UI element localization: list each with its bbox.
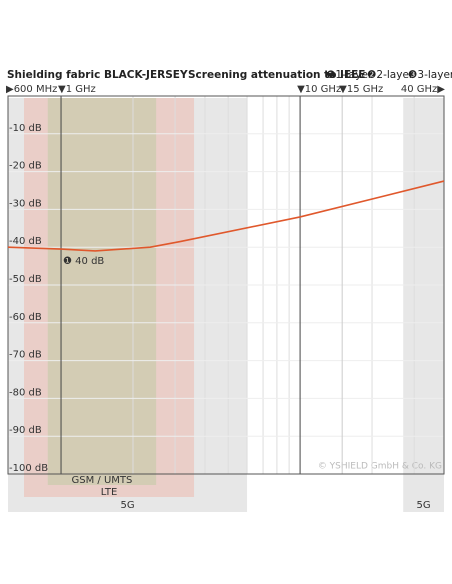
y-tick-label: -80 dB <box>9 387 42 398</box>
copyright: © YSHIELD GmbH & Co. KG <box>318 462 442 472</box>
x-tick-label: ▼15 GHz <box>339 84 383 95</box>
band-label: LTE <box>101 487 118 498</box>
band <box>8 98 248 512</box>
y-tick-label: -20 dB <box>9 161 42 172</box>
y-tick-label: -30 dB <box>9 198 42 209</box>
x-tick-label: ▼10 GHz <box>297 84 341 95</box>
series-line <box>7 180 445 252</box>
legend-entry: ❸3-layer <box>408 69 452 81</box>
band-label: 5G <box>417 500 431 511</box>
band <box>47 98 157 485</box>
y-tick-label: -40 dB <box>9 236 42 247</box>
y-tick-label: -70 dB <box>9 350 42 361</box>
y-tick-label: -100 dB <box>9 463 48 474</box>
y-tick-label: -60 dB <box>9 312 42 323</box>
band-label: 5G <box>120 500 134 511</box>
band-label: GSM / UMTS <box>72 475 133 486</box>
plot-frame <box>7 95 445 475</box>
y-tick-label: -90 dB <box>9 425 42 436</box>
x-tick-label: ▼1 GHz <box>58 84 96 95</box>
x-tick-label: 40 GHz▶ <box>401 84 445 95</box>
chart-title: Shielding fabric BLACK-JERSEY <box>7 69 188 81</box>
y-tick-label: -10 dB <box>9 123 42 134</box>
x-tick-label: ▶600 MHz <box>6 84 57 95</box>
chart-subtitle: Screening attenuation to IEEE <box>188 69 366 81</box>
y-tick-label: -50 dB <box>9 274 42 285</box>
band <box>403 98 444 512</box>
legend-entry: ❶1-layer <box>326 69 373 81</box>
annotation: ❶ 40 dB <box>63 256 104 267</box>
band <box>24 98 195 497</box>
legend-entry: ❷2-layer <box>367 69 414 81</box>
